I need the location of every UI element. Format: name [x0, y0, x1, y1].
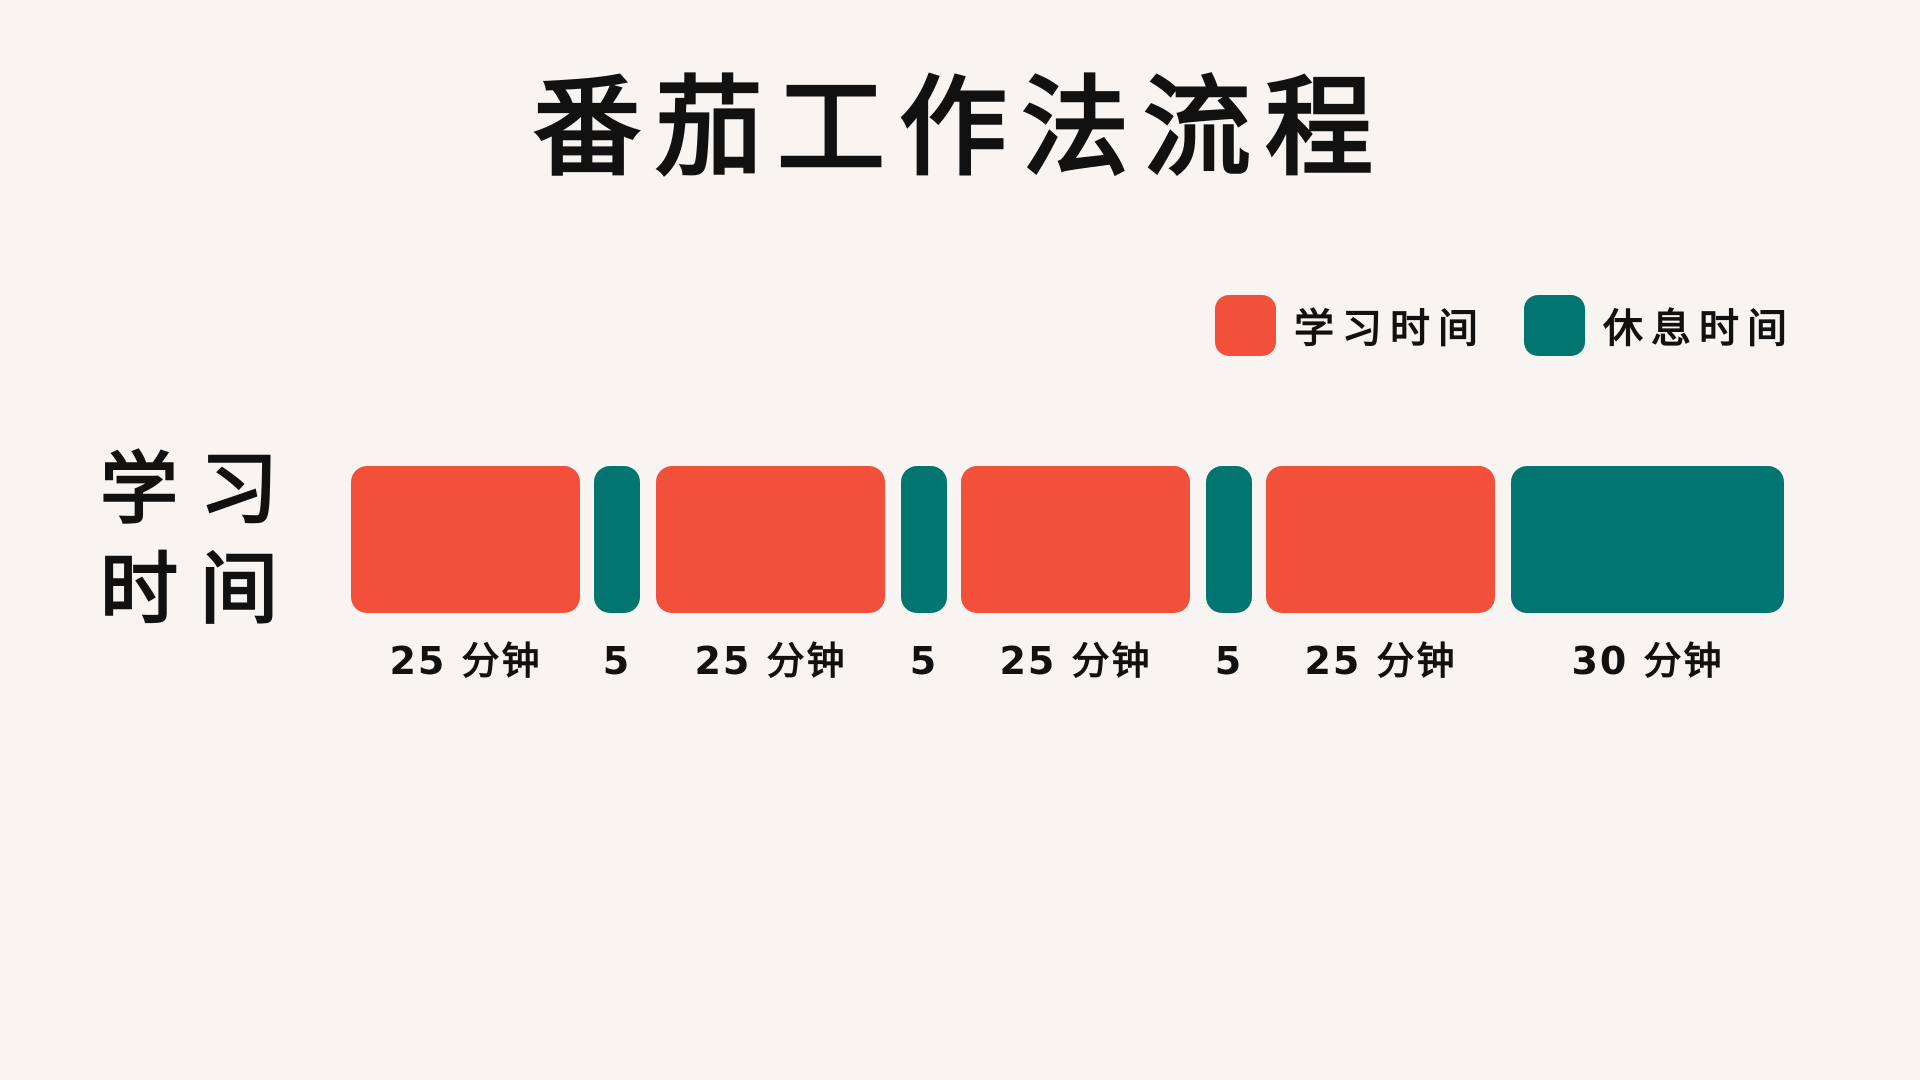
legend-swatch-rest — [1524, 294, 1585, 356]
row-label-line-2: 时间 — [100, 544, 301, 635]
study-block-3 — [656, 466, 885, 613]
timeline: 25 分钟 5 25 分钟 5 25 分钟 5 25 分钟 30 分钟 — [0, 466, 1920, 706]
legend-label-study: 学习时间 — [1294, 305, 1486, 352]
study-block-5 — [961, 466, 1190, 613]
study-block-7 — [1266, 466, 1495, 613]
block-label-5: 25 分钟 — [999, 639, 1152, 683]
page-title: 番茄工作法流程 — [532, 65, 1387, 191]
block-label-4: 5 — [909, 639, 939, 683]
block-label-2: 5 — [602, 639, 632, 683]
rest-block-4 — [901, 466, 947, 613]
legend-item-rest: 休息时间 — [1524, 294, 1795, 356]
block-label-1: 25 分钟 — [389, 639, 542, 683]
block-label-7: 25 分钟 — [1304, 639, 1457, 683]
rest-block-6 — [1206, 466, 1252, 613]
legend-item-study: 学习时间 — [1215, 294, 1486, 356]
rest-block-2 — [594, 466, 640, 613]
rest-block-8 — [1511, 466, 1784, 613]
legend-swatch-study — [1215, 294, 1276, 356]
row-label: 学习 时间 — [100, 440, 301, 640]
block-label-6: 5 — [1214, 639, 1244, 683]
legend-label-rest: 休息时间 — [1603, 305, 1795, 352]
legend: 学习时间 休息时间 — [1215, 294, 1795, 356]
row-label-line-1: 学习 — [100, 444, 301, 535]
study-block-1 — [351, 466, 580, 613]
block-label-3: 25 分钟 — [694, 639, 847, 683]
block-label-8: 30 分钟 — [1571, 639, 1724, 683]
